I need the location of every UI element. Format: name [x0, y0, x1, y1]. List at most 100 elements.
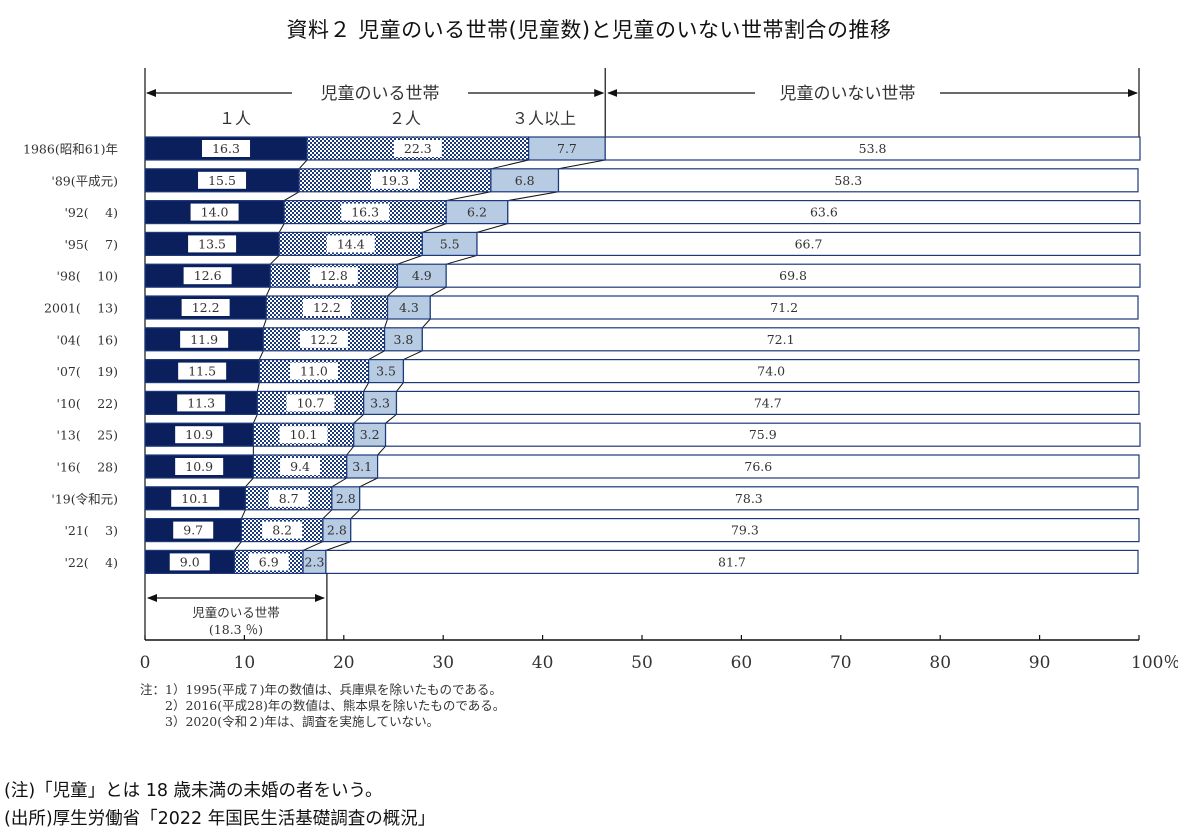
connector-line — [283, 191, 300, 202]
connector-line — [430, 286, 447, 297]
bar-segment-no-children — [384, 422, 1141, 447]
x-tick-label: 70 — [830, 653, 852, 673]
connector-line — [476, 223, 508, 233]
connector-line — [245, 477, 254, 488]
value-label: 16.3 — [212, 141, 240, 156]
category-label: '04( 16) — [57, 332, 118, 347]
connector-line — [234, 541, 242, 551]
value-label: 16.3 — [351, 205, 379, 220]
value-label: 4.9 — [412, 268, 432, 283]
value-label-bg — [188, 235, 237, 253]
value-label: 10.7 — [297, 395, 325, 410]
connector-line — [384, 318, 389, 328]
value-label-bg — [177, 394, 226, 412]
value-label: 12.6 — [194, 268, 222, 283]
value-label-bg — [190, 203, 239, 221]
value-label-bg — [178, 362, 227, 380]
value-label: 10.1 — [181, 491, 209, 506]
value-label: 15.5 — [208, 173, 236, 188]
x-tick-label: 0 — [140, 653, 151, 673]
connector-line — [302, 541, 324, 551]
category-label: '95( 7) — [64, 237, 118, 252]
legend-two-children: ２人 — [389, 109, 421, 128]
chart-notes: 注：1）1995(平成７)年の数値は、兵庫県を除いたものである。 2）2016(… — [140, 682, 505, 730]
note-2: 2）2016(平成28)年の数値は、熊本県を除いたものである。 — [140, 698, 506, 713]
value-label: 71.2 — [770, 300, 798, 315]
category-label: '13( 25) — [57, 428, 118, 443]
connector-line — [269, 255, 280, 265]
value-label: 14.4 — [337, 236, 365, 251]
value-label: 75.9 — [749, 427, 777, 442]
connector-line — [346, 445, 355, 456]
header-without-children: 児童のいない世帯 — [780, 84, 916, 104]
x-tick-label: 90 — [1029, 653, 1051, 673]
value-label: 12.8 — [320, 268, 348, 283]
value-label-bg — [171, 489, 220, 507]
connector-line — [298, 159, 308, 170]
value-label: 79.3 — [731, 523, 759, 538]
annotation: 児童のいる世帯 (18.3 ％) — [147, 573, 328, 640]
footer: (注)「児童」とは 18 歳未満の未婚の者をいう。 (出所)厚生労働省「2022… — [4, 777, 435, 833]
bar-segment-no-children — [429, 295, 1139, 320]
connector-line — [278, 223, 285, 233]
value-label: 3.5 — [376, 364, 396, 379]
connector-line — [252, 414, 258, 424]
note-1: 注：1）1995(平成７)年の数値は、兵庫県を除いたものである。 — [140, 682, 502, 697]
value-label: 3.8 — [393, 332, 413, 347]
value-label: 9.7 — [183, 523, 203, 538]
category-label: '16( 28) — [57, 460, 118, 475]
connector-line — [322, 509, 333, 519]
connector-line — [256, 382, 260, 392]
chart-header: 児童のいる世帯 児童のいない世帯 １人 ２人 ３人以上 — [144, 68, 1140, 640]
connector-line — [385, 414, 397, 424]
x-tick-label: 60 — [731, 653, 753, 673]
value-label: 6.9 — [259, 554, 279, 569]
value-label-bg — [326, 235, 375, 253]
value-label: 2.3 — [305, 554, 325, 569]
x-tick-label: 50 — [631, 653, 653, 673]
value-label: 4.3 — [399, 300, 419, 315]
value-label: 72.1 — [767, 332, 795, 347]
x-tick-label: 30 — [432, 653, 454, 673]
page-title: 資料２ 児童のいる世帯(児童数)と児童のいない世帯割合の推移 — [286, 18, 892, 42]
value-label-bg — [289, 362, 338, 380]
bar-segment-no-children — [350, 517, 1140, 543]
x-tick-label: 10 — [234, 653, 256, 673]
category-label: '98( 10) — [57, 269, 118, 284]
connector-line — [363, 382, 370, 392]
value-label-bg — [299, 330, 348, 348]
bar-segment-no-children — [359, 486, 1139, 511]
connector-line — [558, 159, 606, 170]
bar-segment-no-children — [445, 263, 1141, 288]
value-label: 8.2 — [272, 523, 292, 538]
value-label-bg — [262, 521, 303, 539]
value-label-bg — [198, 171, 247, 189]
connector-line — [421, 318, 431, 329]
value-label: 58.3 — [834, 173, 862, 188]
note-3: 3）2020(令和２)年は、調査を実施していない。 — [140, 714, 440, 729]
value-label: 3.1 — [352, 459, 372, 474]
category-label: 1986(昭和61)年 — [23, 142, 118, 157]
value-label: 10.9 — [185, 427, 213, 442]
legend-one-child: １人 — [219, 109, 251, 128]
value-label: 7.7 — [557, 141, 577, 156]
connector-line — [507, 191, 559, 202]
connector-line — [368, 350, 385, 361]
category-label: '07( 19) — [57, 364, 118, 379]
bars: 16.3 22.3 7.7 53.8 15.5 19.3 6.8 58.3 14.0 16.3 6.… — [144, 136, 1141, 575]
annotation-value: (18.3 ％) — [209, 622, 263, 637]
value-label: 12.2 — [313, 300, 341, 315]
value-label: 81.7 — [718, 554, 746, 569]
connector-line — [331, 477, 348, 488]
value-label: 53.8 — [859, 141, 887, 156]
x-tick-label: 20 — [333, 653, 355, 673]
value-label: 12.2 — [192, 300, 220, 315]
value-label: 12.2 — [310, 332, 338, 347]
bar-segment-no-children — [557, 168, 1139, 193]
value-label-bg — [248, 553, 289, 571]
connector-line — [403, 350, 423, 361]
connector-lines — [234, 159, 606, 551]
footnote-source: (出所)厚生労働省「2022 年国民生活基礎調査の概況」 — [4, 809, 436, 829]
header-with-children: 児童のいる世帯 — [321, 84, 440, 104]
